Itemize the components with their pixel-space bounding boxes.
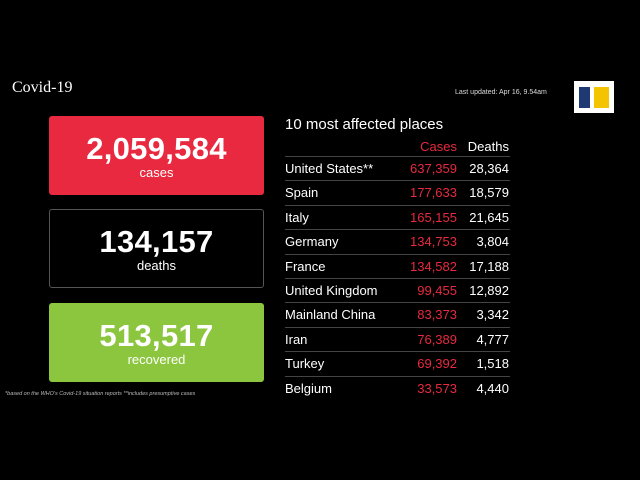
deaths-count: 134,157	[99, 223, 214, 259]
place-cases: 83,373	[417, 307, 457, 323]
last-updated-text: Last updated: Apr 16, 9.54am	[455, 89, 547, 96]
recovered-label: recovered	[127, 351, 186, 367]
place-deaths: 1,518	[476, 356, 509, 372]
place-name: Germany	[285, 234, 339, 250]
table-row: Italy 165,155 21,645	[285, 204, 510, 229]
place-deaths: 17,188	[469, 258, 509, 274]
places-title: 10 most affected places	[285, 116, 444, 133]
place-deaths: 21,645	[469, 209, 509, 225]
brand-logo	[574, 81, 614, 113]
logo-blue-block	[579, 87, 590, 108]
place-cases: 134,582	[410, 258, 457, 274]
deaths-card: 134,157 deaths	[49, 209, 264, 288]
logo-yellow-block	[594, 87, 609, 108]
recovered-count: 513,517	[99, 317, 214, 353]
table-row: United Kingdom 99,455 12,892	[285, 277, 510, 302]
deaths-label: deaths	[136, 257, 177, 273]
place-name: United Kingdom	[285, 282, 378, 298]
deaths-column-header: Deaths	[467, 139, 509, 154]
table-row: Belgium 33,573 4,440	[285, 375, 510, 400]
table-row: Germany 134,753 3,804	[285, 229, 510, 253]
place-cases: 134,753	[410, 234, 457, 250]
place-deaths: 12,892	[469, 282, 509, 298]
place-cases: 99,455	[417, 282, 457, 298]
place-cases: 177,633	[410, 185, 457, 201]
place-deaths: 3,804	[476, 234, 509, 250]
place-name: Mainland China	[285, 307, 376, 323]
table-row: Spain 177,633 18,579	[285, 180, 510, 204]
place-name: Belgium	[285, 380, 332, 396]
table-header: Cases Deaths	[285, 137, 510, 156]
table-row: Mainland China 83,373 3,342	[285, 302, 510, 326]
table-row: Turkey 69,392 1,518	[285, 351, 510, 375]
place-name: United States**	[285, 161, 374, 176]
table-row: Iran 76,389 4,777	[285, 326, 510, 351]
cases-count: 2,059,584	[86, 130, 227, 166]
place-cases: 76,389	[417, 331, 457, 347]
table-row: United States** 637,359 28,364	[285, 156, 510, 180]
recovered-card: 513,517 recovered	[49, 303, 264, 382]
table-row: France 134,582 17,188	[285, 253, 510, 278]
place-name: France	[285, 258, 326, 274]
place-cases: 69,392	[417, 356, 457, 372]
place-cases: 165,155	[410, 209, 457, 225]
cases-label: cases	[139, 164, 174, 180]
place-cases: 637,359	[410, 161, 457, 176]
footnote: *based on the WHO's Covid-19 situation r…	[5, 391, 196, 397]
place-deaths: 18,579	[469, 185, 509, 201]
place-deaths: 4,777	[476, 331, 509, 347]
place-name: Iran	[285, 331, 308, 347]
cases-column-header: Cases	[420, 139, 457, 154]
page-title: Covid-19	[12, 79, 73, 96]
places-table: Cases Deaths United States** 637,359 28,…	[285, 137, 510, 400]
place-cases: 33,573	[417, 380, 457, 396]
place-deaths: 4,440	[476, 380, 509, 396]
place-deaths: 28,364	[469, 161, 509, 176]
place-deaths: 3,342	[476, 307, 509, 323]
place-name: Italy	[285, 209, 309, 225]
place-name: Spain	[285, 185, 319, 201]
cases-card: 2,059,584 cases	[49, 116, 264, 195]
place-name: Turkey	[285, 356, 325, 372]
